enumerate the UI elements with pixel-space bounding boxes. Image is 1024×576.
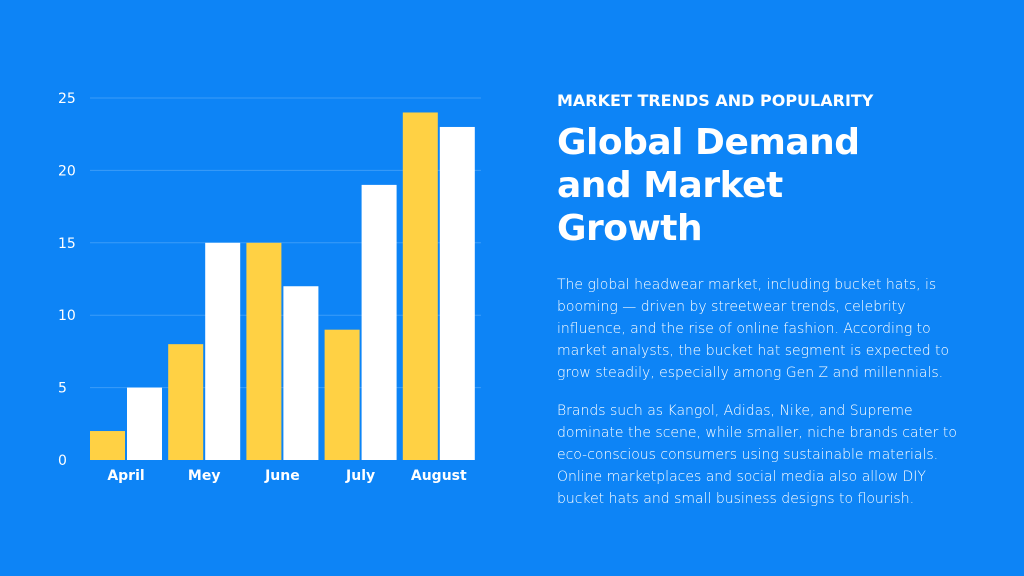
x-category-label: June	[264, 468, 300, 484]
bar-series-2-june	[283, 286, 319, 460]
bar-series-1-june	[246, 242, 282, 460]
bar-series-2-august	[439, 126, 475, 461]
bar-series-2-july	[361, 184, 397, 460]
slide-headline: Global Demand and Market Growth	[557, 122, 860, 249]
text-panel: MARKET TRENDS AND POPULARITY Global Dema…	[557, 90, 977, 510]
bar-series-1-mey	[168, 344, 204, 460]
bar-series-2-april	[127, 387, 162, 460]
x-category-label: August	[411, 468, 467, 484]
section-eyebrow: MARKET TRENDS AND POPULARITY	[557, 91, 874, 110]
x-category-label: July	[345, 468, 375, 484]
chart-svg: 0 5 10 15 20 25 April Mey June July August	[58, 91, 481, 484]
y-tick-label: 10	[58, 308, 76, 324]
body-paragraph-1: The global headwear market, including bu…	[557, 277, 950, 381]
body-paragraph-2: Brands such as Kangol, Adidas, Nike, and…	[557, 403, 957, 507]
x-category-label: Mey	[188, 468, 221, 484]
y-tick-label: 25	[58, 91, 76, 107]
bar-series-1-august	[402, 112, 438, 460]
bar-series-2-mey	[205, 242, 241, 460]
y-tick-label: 20	[58, 163, 76, 179]
y-tick-label: 15	[58, 236, 76, 252]
y-tick-label: 5	[58, 381, 67, 397]
bar-series-1-april	[90, 431, 125, 460]
bar-chart: 0 5 10 15 20 25 April Mey June July August	[58, 91, 481, 484]
y-tick-label: 0	[58, 453, 67, 469]
bar-series-1-july	[324, 329, 360, 460]
x-category-label: April	[107, 468, 144, 484]
